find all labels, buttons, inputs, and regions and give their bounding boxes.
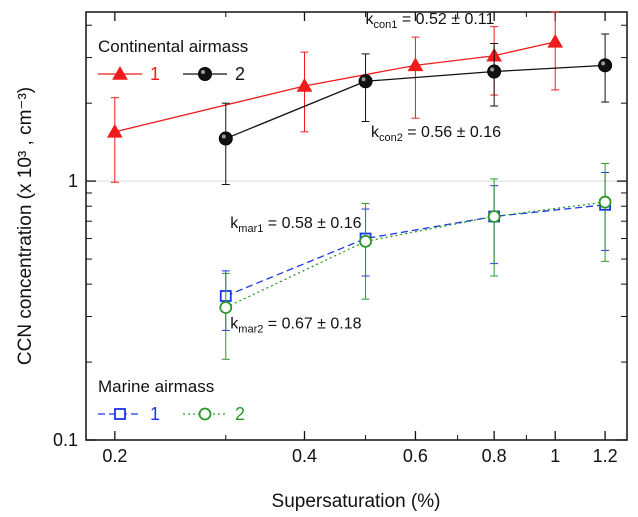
legend-0: Continental airmass 1 2: [98, 37, 248, 84]
legend-layer: Continental airmass 1 2 Marine airmass 1 2: [98, 37, 248, 424]
data-point: [598, 195, 612, 209]
data-point-highlight: [601, 61, 606, 66]
data-point-highlight: [221, 134, 226, 139]
legend-marker: [112, 65, 128, 80]
x-tick-label: 1: [550, 446, 560, 466]
x-tick-label: 0.4: [292, 446, 317, 466]
data-point: [598, 58, 613, 73]
annotation-layer: kcon1 = 0.52 ± 0.11 kcon2 = 0.56 ± 0.16 km…: [230, 11, 501, 335]
data-point: [359, 234, 372, 248]
y-axis-title: CCN concentration (x 10³ , cm⁻³): [15, 87, 36, 365]
y-tick-label: 0.1: [53, 430, 78, 450]
series-line: [225, 64, 606, 140]
legend-marker: [198, 67, 212, 81]
legend-marker: [114, 408, 126, 420]
data-point-highlight: [361, 77, 366, 82]
axes: 0.2 0.4 0.6 0.8 1 1.2 0.1 1: [53, 12, 627, 466]
series-1: [218, 33, 613, 186]
annotation-con2: kcon2 = 0.56 ± 0.16: [371, 124, 501, 144]
legend-label: 1: [150, 64, 160, 84]
legend-title: Marine airmass: [98, 377, 214, 396]
plot-frame: [85, 11, 628, 441]
y-tick-label: 1: [68, 171, 78, 191]
legend-label: 2: [235, 64, 245, 84]
data-point: [358, 74, 373, 89]
x-tick-label: 1.2: [593, 446, 618, 466]
legend-1: Marine airmass 1 2: [98, 377, 245, 424]
annotation-con1: kcon1 = 0.52 ± 0.11: [366, 11, 495, 31]
annotation-mar2: kmar2 = 0.67 ± 0.18: [230, 315, 361, 335]
data-point: [407, 57, 424, 72]
legend-title: Continental airmass: [98, 37, 248, 56]
annotation-mar1: kmar1 = 0.58 ± 0.16: [230, 215, 361, 235]
x-tick-label: 0.6: [403, 446, 428, 466]
data-point: [218, 131, 233, 146]
data-point: [106, 123, 123, 138]
x-tick-label: 0.8: [482, 446, 507, 466]
data-point: [547, 33, 564, 48]
data-point: [296, 77, 313, 92]
data-point: [487, 210, 501, 223]
legend-label: 1: [150, 404, 160, 424]
legend-label: 2: [235, 404, 245, 424]
series-3: [219, 162, 612, 360]
data-point-highlight: [490, 67, 495, 72]
series-layer: [106, 11, 613, 360]
legend-marker-highlight: [201, 70, 205, 74]
series-0: [106, 11, 564, 183]
x-axis-title: Supersaturation (%): [272, 491, 441, 512]
data-point: [219, 301, 233, 314]
series-line: [225, 201, 606, 309]
series-2: [219, 171, 611, 331]
legend-marker: [198, 407, 212, 421]
data-point: [487, 64, 502, 79]
x-tick-label: 0.2: [102, 446, 127, 466]
